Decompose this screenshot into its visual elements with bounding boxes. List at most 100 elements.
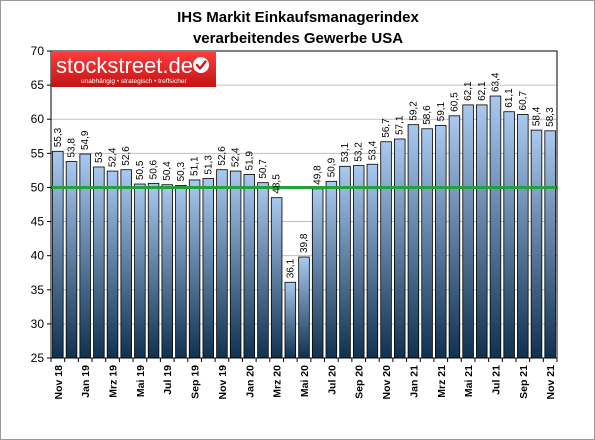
bar xyxy=(544,130,556,359)
bar xyxy=(147,182,160,359)
data-label: 52,6 xyxy=(217,146,228,166)
data-label: 50,7 xyxy=(258,159,269,179)
data-label: 36,1 xyxy=(285,258,296,278)
data-label: 53,2 xyxy=(354,142,365,162)
y-tick-label: 40 xyxy=(31,249,45,263)
logo-background xyxy=(51,52,216,87)
x-tick-label: Mrz 20 xyxy=(272,365,284,398)
data-label: 52,4 xyxy=(108,147,119,167)
bar xyxy=(503,111,515,359)
data-labels: 55,353,8 54,953 52,4 52,650,5 50,6 50,4 50,3 51… xyxy=(53,72,556,278)
y-tick-label: 50 xyxy=(31,180,45,194)
bar xyxy=(202,178,215,359)
bar xyxy=(530,129,543,359)
data-label: 62,1 xyxy=(463,81,474,101)
data-label: 51,3 xyxy=(203,155,214,175)
data-label: 50,4 xyxy=(162,161,173,181)
bar xyxy=(93,166,105,359)
x-tick-label: Mai 20 xyxy=(299,365,311,397)
x-tick-label: Sep 19 xyxy=(190,365,202,399)
data-label: 57,1 xyxy=(395,115,406,135)
x-tick-label: Sep 21 xyxy=(518,365,530,399)
plot-area-border xyxy=(50,50,558,359)
bar xyxy=(161,184,173,359)
data-label: 58,4 xyxy=(531,106,542,126)
data-label: 52,4 xyxy=(231,147,242,167)
x-tick-label: Jan 21 xyxy=(408,365,420,398)
data-label: 56,7 xyxy=(381,118,392,138)
data-label: 53,4 xyxy=(367,140,378,160)
bar xyxy=(298,256,310,359)
data-label: 58,3 xyxy=(545,107,556,127)
bar xyxy=(216,169,228,359)
data-label: 53 xyxy=(94,151,105,163)
x-axis-ticks: Nov 18 Jan 19 Mrz 19 Mai 19 Jul 19 Sep 19 Nov … xyxy=(50,358,558,400)
y-axis-ticks: 25 30 35 40 45 50 55 60 65 70 xyxy=(31,44,51,365)
logo-main-text: stockstreet.de xyxy=(56,53,193,78)
x-tick-label: Mai 19 xyxy=(135,365,147,397)
data-label: 60,5 xyxy=(449,92,460,112)
data-label: 58,6 xyxy=(422,105,433,125)
bar xyxy=(106,170,119,359)
bar xyxy=(352,165,365,359)
logo-sub-text: unabhängig • strategisch • treffsicher xyxy=(81,78,187,85)
bar xyxy=(476,104,488,359)
x-tick-label: Nov 19 xyxy=(217,365,229,400)
x-tick-label: Jan 20 xyxy=(244,365,256,398)
data-label: 50,6 xyxy=(149,159,160,179)
data-label: 52,6 xyxy=(121,146,132,166)
data-label: 62,1 xyxy=(477,81,488,101)
data-label: 54,9 xyxy=(80,130,91,150)
data-label: 53,8 xyxy=(67,138,78,158)
data-label: 48,5 xyxy=(272,174,283,194)
data-label: 55,3 xyxy=(53,127,64,147)
bars xyxy=(52,95,556,359)
data-label: 53,1 xyxy=(340,142,351,162)
bar xyxy=(462,104,474,359)
chart-title-line1: IHS Markit Einkaufsmanagerindex xyxy=(177,9,419,26)
bar xyxy=(52,150,64,359)
chart-title-line2: verarbeitendes Gewerbe USA xyxy=(193,30,403,47)
bar xyxy=(134,183,146,359)
y-tick-label: 70 xyxy=(31,44,45,58)
x-tick-label: Sep 20 xyxy=(354,365,366,399)
x-tick-label: Jul 21 xyxy=(490,365,502,395)
data-label: 59,2 xyxy=(408,101,419,121)
bar xyxy=(489,95,502,359)
y-tick-label: 25 xyxy=(31,351,45,365)
x-tick-label: Jan 19 xyxy=(80,365,92,398)
y-tick-label: 55 xyxy=(31,146,45,160)
x-tick-label: Jul 19 xyxy=(162,365,174,395)
bar xyxy=(448,115,461,359)
bar xyxy=(311,188,324,359)
data-label: 39,8 xyxy=(299,233,310,253)
bar xyxy=(175,184,187,359)
data-label: 50,9 xyxy=(326,157,337,177)
data-label: 49,8 xyxy=(313,165,324,185)
x-tick-label: Nov 20 xyxy=(381,365,393,400)
data-label: 60,7 xyxy=(518,91,529,111)
bar xyxy=(339,165,351,359)
data-label: 63,4 xyxy=(490,72,501,92)
axes xyxy=(50,50,558,359)
y-tick-label: 60 xyxy=(31,112,45,126)
bar xyxy=(229,170,242,359)
y-tick-label: 30 xyxy=(31,317,45,331)
data-label: 50,5 xyxy=(135,160,146,180)
bar xyxy=(325,180,338,359)
logo: stockstreet.de unabhängig • strategisch … xyxy=(51,52,216,87)
x-tick-label: Jul 20 xyxy=(326,365,338,395)
data-label: 50,3 xyxy=(176,161,187,181)
x-tick-label: Mrz 21 xyxy=(436,365,448,398)
bar xyxy=(380,141,392,359)
x-tick-label: Nov 18 xyxy=(53,365,65,400)
bar xyxy=(393,138,406,359)
checkmark-badge-icon xyxy=(193,57,209,73)
data-label: 61,1 xyxy=(504,88,515,108)
bar xyxy=(243,174,256,359)
bar xyxy=(366,163,379,359)
bar xyxy=(120,169,132,359)
x-tick-label: Mrz 19 xyxy=(108,365,120,398)
